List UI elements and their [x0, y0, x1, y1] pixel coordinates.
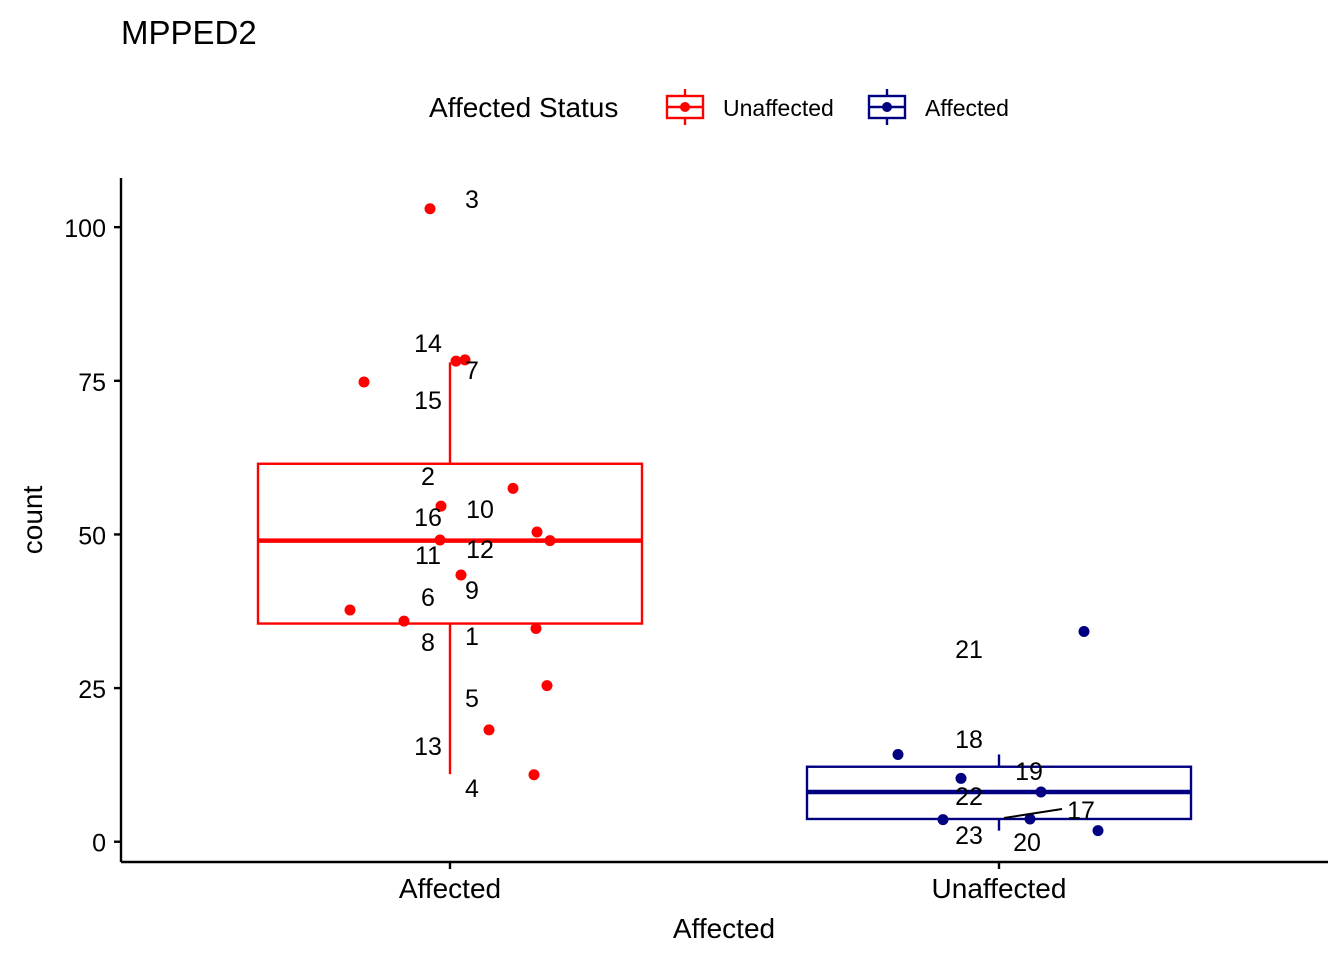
y-tick-label-50: 50 [78, 522, 106, 550]
data-point-15 [358, 376, 370, 388]
point-label-10: 10 [466, 496, 494, 524]
point-label-19: 19 [1015, 758, 1043, 786]
data-point-4 [528, 769, 540, 781]
x-axis-title: Affected [673, 913, 775, 944]
box-affected [256, 462, 644, 625]
data-point-11 [434, 534, 446, 546]
data-point-2 [507, 482, 519, 494]
data-point-23 [937, 814, 949, 826]
point-label-22: 22 [955, 783, 983, 811]
point-label-11: 11 [415, 542, 441, 570]
chart-title: MPPED2 [121, 14, 257, 51]
point-label-5: 5 [465, 685, 479, 713]
y-tick-label-0: 0 [92, 830, 106, 858]
point-label-4: 4 [465, 775, 479, 803]
data-point-5 [541, 680, 553, 692]
point-label-8: 8 [421, 629, 435, 657]
label-connector-17 [1003, 808, 1063, 819]
point-label-17: 17 [1067, 797, 1095, 825]
data-point-1 [530, 622, 542, 634]
legend-title: Affected Status [429, 92, 618, 123]
point-label-3: 3 [465, 186, 479, 214]
data-points [344, 203, 1104, 837]
point-label-6: 6 [421, 584, 435, 612]
y-tick-label-25: 25 [78, 676, 106, 704]
point-label-23: 23 [955, 822, 983, 850]
legend-entry-unaffected: Unaffected [665, 89, 834, 125]
x-tick-label-unaffected: Unaffected [932, 873, 1067, 904]
point-label-1: 1 [465, 623, 479, 651]
data-point-21 [1078, 626, 1090, 638]
x-axis-ticks: Affected Unaffected [399, 862, 1067, 904]
boxes [256, 362, 1193, 831]
data-point-22 [955, 772, 967, 784]
y-axis-title: count [17, 486, 48, 555]
data-point-12 [544, 535, 556, 547]
x-tick-label-affected: Affected [399, 873, 501, 904]
data-point-10 [531, 526, 543, 538]
point-label-15: 15 [414, 387, 442, 415]
point-label-7: 7 [465, 357, 479, 385]
data-point-20 [1024, 813, 1036, 825]
legend-label-unaffected: Unaffected [723, 95, 834, 121]
data-point-9 [455, 569, 467, 581]
point-label-13: 13 [414, 733, 442, 761]
data-point-6 [344, 604, 356, 616]
data-point-18 [892, 748, 904, 760]
data-point-16 [435, 500, 447, 512]
data-point-17 [1092, 825, 1104, 837]
legend-entry-affected: Affected [867, 89, 1009, 125]
data-point-3 [424, 203, 436, 215]
point-label-9: 9 [465, 577, 479, 605]
point-label-14: 14 [414, 330, 442, 358]
y-tick-label-75: 75 [78, 369, 106, 397]
data-point-14 [450, 355, 462, 367]
data-point-13 [483, 724, 495, 736]
point-label-18: 18 [955, 726, 983, 754]
point-label-2: 2 [421, 463, 435, 491]
data-point-7 [459, 354, 471, 366]
point-label-21: 21 [955, 636, 983, 664]
point-label-12: 12 [466, 536, 494, 564]
data-point-8 [398, 615, 410, 627]
y-tick-label-100: 100 [64, 215, 106, 243]
data-point-19 [1035, 786, 1047, 798]
legend: Affected Status Unaffected Affected [429, 89, 1009, 125]
point-label-20: 20 [1013, 829, 1041, 857]
y-axis-ticks: 0 25 50 75 100 [64, 215, 121, 858]
point-label-16: 16 [414, 504, 442, 532]
legend-label-affected: Affected [925, 95, 1009, 121]
